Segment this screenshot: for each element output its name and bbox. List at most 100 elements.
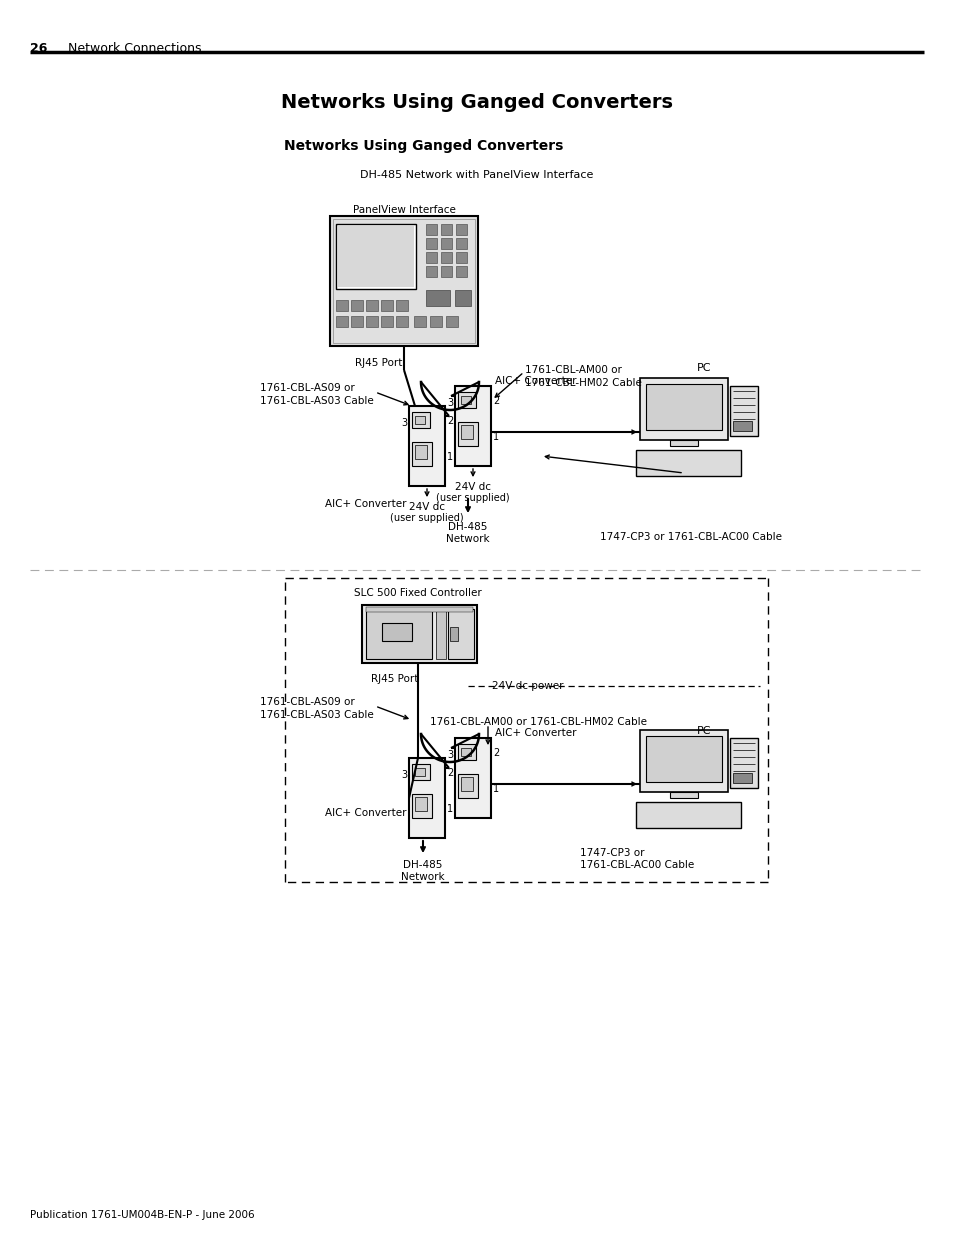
Bar	[460, 425, 473, 438]
Text: 1: 1	[447, 804, 453, 814]
Bar	[457, 774, 477, 798]
Text: Networks Using Ganged Converters: Networks Using Ganged Converters	[281, 93, 672, 112]
Text: 1747-CP3 or
1761-CBL-AC00 Cable: 1747-CP3 or 1761-CBL-AC00 Cable	[579, 848, 694, 869]
Text: PC: PC	[697, 726, 711, 736]
Text: 24V dc power: 24V dc power	[492, 680, 563, 692]
Bar	[366, 606, 473, 613]
Text: 1: 1	[493, 784, 498, 794]
Bar	[414, 316, 426, 327]
Bar	[361, 605, 476, 663]
Text: 2: 2	[493, 748, 498, 758]
Bar	[456, 266, 467, 277]
Bar	[460, 777, 473, 790]
Bar	[732, 421, 751, 431]
Text: DH-485
Network: DH-485 Network	[401, 860, 444, 882]
Bar	[395, 300, 408, 311]
Bar	[729, 739, 758, 788]
Text: Publication 1761-UM004B-EN-P - June 2006: Publication 1761-UM004B-EN-P - June 2006	[30, 1210, 254, 1220]
Bar	[380, 316, 393, 327]
Text: AIC+ Converter: AIC+ Converter	[495, 375, 576, 387]
Bar	[366, 609, 432, 659]
Bar	[430, 316, 441, 327]
Text: 1761-CBL-AM00 or: 1761-CBL-AM00 or	[524, 366, 621, 375]
Text: PC: PC	[697, 363, 711, 373]
Bar	[456, 252, 467, 263]
Bar	[426, 266, 436, 277]
Bar	[351, 316, 363, 327]
Bar	[412, 794, 432, 818]
Text: 1761-CBL-AS03 Cable: 1761-CBL-AS03 Cable	[260, 710, 374, 720]
Text: 1761-CBL-AS09 or: 1761-CBL-AS09 or	[260, 383, 355, 393]
Bar	[440, 252, 452, 263]
Text: 1761-CBL-HM02 Cable: 1761-CBL-HM02 Cable	[524, 378, 641, 388]
Text: 1761-CBL-AM00 or 1761-CBL-HM02 Cable: 1761-CBL-AM00 or 1761-CBL-HM02 Cable	[430, 718, 646, 727]
Bar	[455, 739, 491, 818]
Bar	[639, 730, 727, 792]
Bar	[645, 384, 721, 430]
Bar	[457, 422, 477, 446]
Bar	[412, 764, 430, 781]
Bar	[440, 238, 452, 249]
Text: RJ45 Port: RJ45 Port	[355, 358, 401, 368]
Text: 2: 2	[447, 416, 453, 426]
Bar	[636, 802, 740, 827]
Bar	[426, 224, 436, 235]
Bar	[335, 316, 348, 327]
Bar	[645, 736, 721, 782]
Bar	[426, 238, 436, 249]
Text: 2: 2	[447, 768, 453, 778]
Bar	[455, 290, 471, 306]
Bar	[450, 627, 457, 641]
Text: 2: 2	[493, 396, 498, 406]
Text: 1: 1	[493, 432, 498, 442]
Text: Network Connections: Network Connections	[68, 42, 201, 56]
Text: (user supplied): (user supplied)	[390, 513, 463, 522]
Bar	[460, 748, 471, 756]
Bar	[412, 412, 430, 429]
Bar	[457, 743, 476, 760]
Bar	[426, 290, 450, 306]
Bar	[636, 450, 740, 475]
Bar	[457, 391, 476, 408]
Bar	[380, 300, 393, 311]
Bar	[456, 238, 467, 249]
Bar	[335, 300, 348, 311]
Bar	[669, 792, 698, 798]
Text: 3: 3	[447, 398, 453, 408]
Bar	[639, 378, 727, 440]
Bar	[456, 224, 467, 235]
Text: RJ45 Port: RJ45 Port	[370, 674, 417, 684]
Text: PanelView Interface: PanelView Interface	[353, 205, 455, 215]
Text: SLC 500 Fixed Controller: SLC 500 Fixed Controller	[354, 588, 481, 598]
Text: 1761-CBL-AS09 or: 1761-CBL-AS09 or	[260, 697, 355, 706]
Bar	[415, 797, 427, 811]
Bar	[426, 252, 436, 263]
Bar	[415, 416, 424, 424]
Bar	[337, 226, 414, 287]
Bar	[729, 387, 758, 436]
Text: 1761-CBL-AS03 Cable: 1761-CBL-AS03 Cable	[260, 396, 374, 406]
Text: DH-485 Network with PanelView Interface: DH-485 Network with PanelView Interface	[360, 170, 593, 180]
Bar	[351, 300, 363, 311]
Bar	[409, 406, 444, 487]
Bar	[448, 609, 474, 659]
Bar	[669, 440, 698, 446]
Bar	[446, 316, 457, 327]
Text: 1: 1	[447, 452, 453, 462]
Text: DH-485
Network: DH-485 Network	[446, 522, 489, 543]
Bar	[381, 622, 412, 641]
Bar	[366, 316, 377, 327]
Bar	[436, 609, 446, 659]
Text: 26: 26	[30, 42, 48, 56]
Text: Networks Using Ganged Converters: Networks Using Ganged Converters	[284, 140, 563, 153]
Bar	[440, 266, 452, 277]
Bar	[330, 216, 477, 346]
Bar	[409, 758, 444, 839]
Bar	[395, 316, 408, 327]
Text: 3: 3	[400, 769, 407, 781]
Text: AIC+ Converter: AIC+ Converter	[495, 727, 576, 739]
Bar	[412, 442, 432, 466]
Bar	[333, 219, 475, 343]
Bar	[415, 768, 424, 776]
Text: 3: 3	[400, 417, 407, 429]
